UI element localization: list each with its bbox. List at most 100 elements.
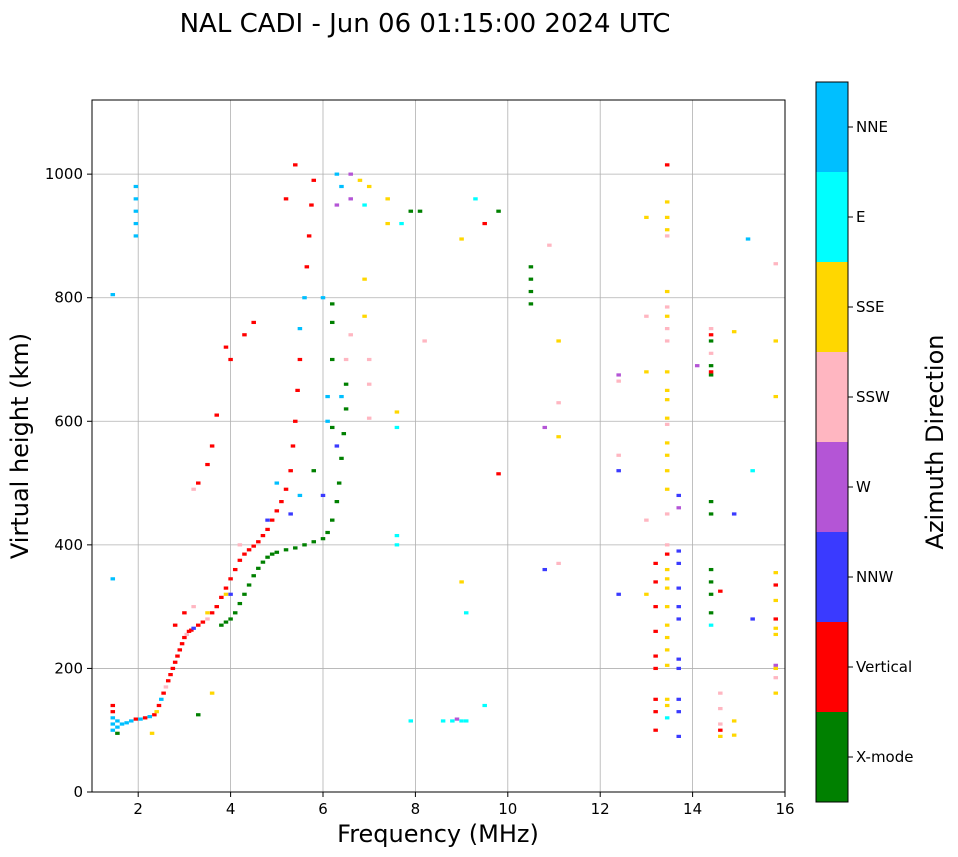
echo-point: [664, 648, 670, 652]
echo-point: [159, 697, 164, 701]
echo-point: [152, 713, 157, 717]
echo-point: [664, 228, 670, 232]
echo-point: [223, 592, 229, 596]
echo-point: [366, 416, 372, 420]
echo-point: [334, 500, 340, 504]
echo-point: [115, 731, 120, 735]
colorbar-tick-label: SSE: [856, 298, 885, 316]
echo-point: [110, 716, 116, 720]
echo-point: [265, 518, 270, 522]
echo-point: [718, 728, 723, 732]
echo-point: [616, 592, 621, 596]
echo-point: [664, 487, 670, 491]
echo-point: [708, 327, 714, 331]
echo-point: [773, 663, 779, 667]
echo-point: [708, 567, 714, 572]
echo-point: [496, 472, 501, 476]
echo-point: [274, 550, 280, 554]
echo-point: [329, 320, 335, 325]
echo-point: [708, 580, 714, 584]
echo-point: [676, 605, 681, 609]
echo-point: [482, 703, 487, 708]
plot-area: 2 4 6 8 10 12 14 16 0 200 400 600 800 1000: [45, 99, 795, 818]
echo-point: [343, 407, 349, 411]
echo-point: [182, 635, 187, 640]
echo-point: [205, 462, 210, 467]
echo-point: [653, 728, 658, 732]
echo-point: [496, 209, 501, 213]
echo-point: [175, 654, 180, 658]
echo-point: [718, 722, 723, 726]
echo-point: [664, 200, 670, 204]
echo-point: [664, 586, 670, 590]
echo-point: [237, 543, 243, 547]
echo-point: [219, 595, 224, 599]
echo-point: [129, 719, 134, 723]
echo-point: [341, 432, 347, 436]
colorbar-tick-label: NNW: [856, 568, 893, 586]
echo-point: [311, 540, 317, 544]
echo-point: [653, 710, 658, 714]
echo-point: [242, 333, 247, 337]
echo-point: [547, 243, 552, 247]
echo-point: [168, 673, 173, 677]
echo-point: [142, 716, 148, 720]
echo-point: [293, 419, 298, 423]
echo-point: [731, 733, 737, 737]
echo-point: [196, 623, 201, 627]
echo-point: [773, 262, 779, 266]
echo-point: [214, 413, 219, 417]
echo-point: [223, 586, 229, 590]
echo-point: [664, 697, 670, 701]
echo-point: [773, 571, 779, 575]
echo-point: [191, 605, 196, 609]
echo-point: [260, 533, 266, 538]
echo-point: [664, 623, 670, 627]
echo-point: [773, 691, 779, 695]
echo-point: [163, 685, 169, 689]
echo-point: [209, 444, 215, 448]
echo-point: [232, 567, 238, 572]
echo-point: [664, 552, 670, 556]
echo-point: [664, 577, 670, 581]
echo-point: [399, 221, 404, 226]
echo-point: [773, 617, 779, 621]
echo-point: [329, 425, 335, 430]
echo-point: [676, 734, 681, 738]
echo-point: [463, 719, 469, 723]
echo-point: [339, 456, 344, 460]
echo-point: [339, 394, 344, 399]
echo-point: [154, 710, 159, 714]
echo-point: [528, 265, 534, 269]
echo-point: [133, 221, 139, 226]
echo-point: [115, 719, 120, 723]
echo-point: [773, 632, 779, 637]
echo-point: [556, 401, 561, 405]
x-tick-label: 12: [591, 800, 610, 818]
echo-point: [394, 425, 400, 430]
echo-point: [251, 544, 256, 548]
echo-point: [653, 666, 658, 671]
echo-point: [110, 722, 116, 726]
echo-point: [556, 339, 561, 343]
colorbar-label: Azimuth Direction: [921, 335, 949, 550]
echo-point: [348, 333, 353, 337]
echo-point: [773, 626, 779, 630]
echo-point: [205, 617, 210, 621]
echo-point: [459, 719, 464, 723]
echo-point: [196, 481, 201, 485]
echo-point: [269, 552, 275, 556]
echo-point: [616, 379, 621, 383]
echo-point: [214, 605, 219, 609]
echo-point: [708, 370, 714, 374]
chart-title: NAL CADI - Jun 06 01:15:00 2024 UTC: [180, 9, 671, 39]
y-tick-label: 400: [54, 536, 83, 554]
echo-point: [450, 719, 455, 723]
echo-point: [110, 293, 116, 297]
echo-point: [745, 237, 751, 241]
echo-point: [664, 663, 670, 667]
echo-point: [191, 487, 196, 491]
echo-point: [172, 623, 178, 627]
echo-point: [265, 555, 270, 559]
